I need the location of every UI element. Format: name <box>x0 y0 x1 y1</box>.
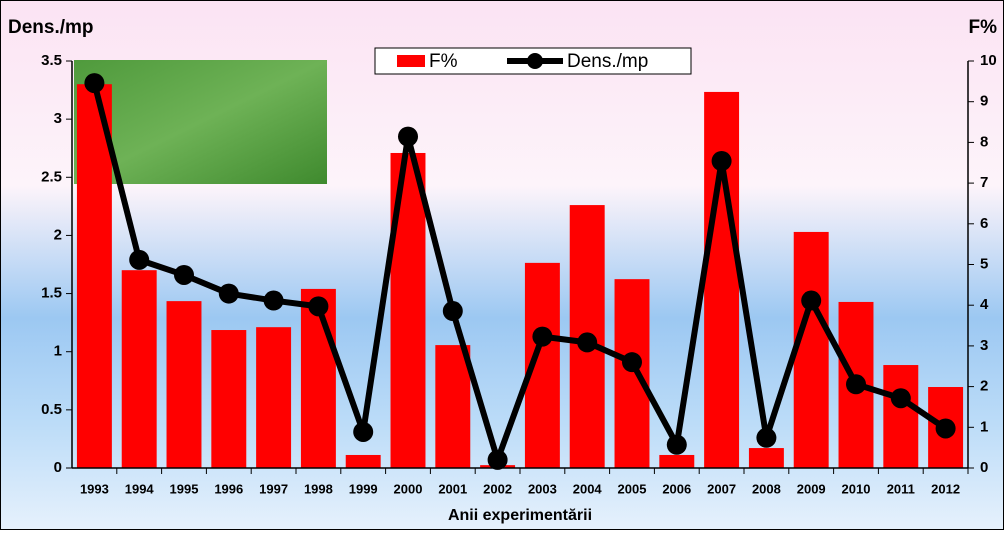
bar <box>211 330 247 468</box>
x-tick-label: 1996 <box>214 481 243 496</box>
bar <box>256 327 292 468</box>
bar <box>300 288 336 468</box>
marker <box>308 296 329 317</box>
bar <box>614 279 650 468</box>
y-tick-label: 1 <box>54 343 62 360</box>
legend-label: Dens./mp <box>567 51 648 72</box>
x-tick-label: 1993 <box>80 481 109 496</box>
marker <box>442 301 463 322</box>
marker <box>756 427 777 448</box>
x-tick-label: 1997 <box>259 481 288 496</box>
bar <box>435 345 471 468</box>
x-tick-label: 2011 <box>887 481 915 496</box>
y2-tick-label: 2 <box>980 378 988 395</box>
marker <box>666 434 687 455</box>
bar <box>883 365 919 468</box>
x-axis-title: Anii experimentării <box>448 507 592 524</box>
marker <box>487 449 508 470</box>
y2-tick-label: 10 <box>980 52 997 69</box>
bar <box>704 91 740 468</box>
bar <box>121 270 157 468</box>
marker <box>846 374 866 395</box>
legend-marker <box>527 53 543 69</box>
bar <box>166 301 202 468</box>
x-tick-label: 2002 <box>483 481 512 496</box>
x-tick-label: 1994 <box>125 481 155 496</box>
y2-tick-label: 0 <box>980 459 988 476</box>
x-tick-label: 2012 <box>931 481 960 496</box>
y-tick-label: 3 <box>54 110 62 127</box>
y-tick-label: 2 <box>54 226 62 243</box>
x-tick-label: 1995 <box>170 481 199 496</box>
marker <box>890 388 911 409</box>
marker <box>174 264 194 285</box>
x-tick-label: 1998 <box>304 481 333 496</box>
marker <box>577 332 598 353</box>
bar <box>345 454 381 468</box>
x-tick-label: 2005 <box>618 481 647 496</box>
marker <box>711 151 732 172</box>
x-tick-label: 2000 <box>394 481 423 496</box>
y-tick-label: 2.5 <box>41 168 62 185</box>
marker <box>353 421 374 442</box>
y2-tick-label: 9 <box>980 93 988 110</box>
y2-axis-title: F% <box>969 17 998 38</box>
marker <box>84 73 105 94</box>
x-tick-label: 2006 <box>662 481 691 496</box>
x-tick-label: 2009 <box>797 481 826 496</box>
x-tick-label: 2007 <box>707 481 736 496</box>
marker <box>263 290 284 311</box>
x-tick-label: 1999 <box>349 481 378 496</box>
x-tick-label: 2001 <box>438 481 467 496</box>
y2-tick-label: 5 <box>980 255 988 272</box>
legend-label: F% <box>429 51 458 72</box>
x-tick-label: 2008 <box>752 481 781 496</box>
marker <box>129 249 150 270</box>
y-tick-label: 3.5 <box>41 52 62 69</box>
marker <box>532 326 553 347</box>
leaf-image <box>74 60 327 184</box>
marker <box>622 352 642 373</box>
y-tick-label: 0 <box>54 459 62 476</box>
y-tick-label: 0.5 <box>41 401 62 418</box>
y2-tick-label: 8 <box>980 133 988 150</box>
y2-tick-label: 7 <box>980 174 988 191</box>
y2-tick-label: 6 <box>980 215 988 232</box>
x-tick-label: 2004 <box>573 481 603 496</box>
y2-tick-label: 4 <box>980 296 989 313</box>
bar <box>793 231 829 468</box>
marker <box>935 418 956 439</box>
bar <box>659 454 695 468</box>
y-axis-title: Dens./mp <box>8 17 94 38</box>
bar <box>748 448 784 468</box>
x-tick-label: 2003 <box>528 481 557 496</box>
y-tick-label: 1.5 <box>41 285 62 302</box>
x-tick-label: 2010 <box>842 481 871 496</box>
bar <box>76 84 112 468</box>
marker <box>801 290 822 311</box>
marker <box>218 283 239 304</box>
legend-swatch <box>397 55 425 67</box>
y2-tick-label: 1 <box>980 418 988 435</box>
marker <box>398 126 418 147</box>
y2-tick-label: 3 <box>980 337 988 354</box>
